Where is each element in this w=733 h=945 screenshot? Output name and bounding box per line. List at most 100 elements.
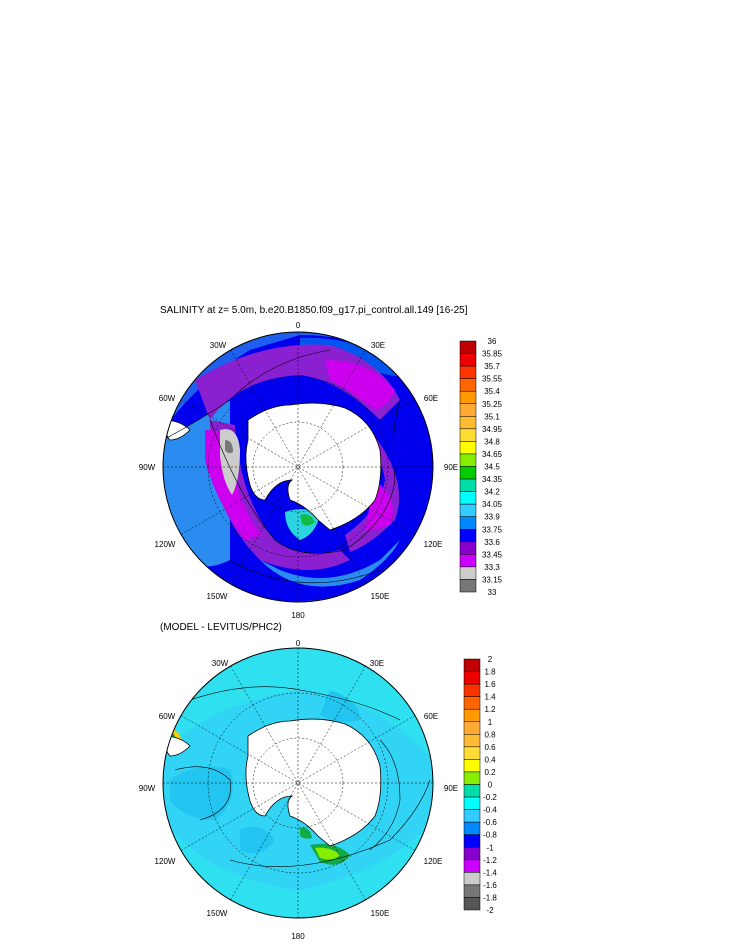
colorbar-label: -0.4 xyxy=(483,806,497,815)
colorbar-swatch xyxy=(463,759,481,773)
colorbar-label: 0.8 xyxy=(484,730,496,739)
difference-field xyxy=(163,648,433,918)
colorbar-label: 34.2 xyxy=(484,488,500,497)
colorbar-swatch xyxy=(463,821,481,835)
colorbar-label: -1.4 xyxy=(483,868,497,877)
salinity-colorbar: 36 35.85 35.7 35.55 35.4 35.25 35.1 34.95 34.8 34… xyxy=(459,337,503,597)
colorbar-label: -0.2 xyxy=(483,793,497,802)
colorbar-label: 33.6 xyxy=(484,538,500,547)
lon-label-150e: 150E xyxy=(371,592,390,601)
colorbar-swatch xyxy=(459,416,477,430)
colorbar-label: 1.4 xyxy=(484,693,496,702)
colorbar-swatch xyxy=(463,721,481,735)
lon-label-60w: 60W xyxy=(159,394,176,403)
colorbar-swatch xyxy=(459,390,477,405)
lon-label-30e: 30E xyxy=(371,341,385,350)
lon-label-60w: 60W xyxy=(159,712,176,721)
colorbar-swatch xyxy=(459,579,477,593)
colorbar-label: 1.2 xyxy=(484,705,496,714)
colorbar-swatch xyxy=(459,541,477,555)
lon-label-0: 0 xyxy=(296,639,301,648)
lon-label-120e: 120E xyxy=(424,540,443,549)
lon-label-30w: 30W xyxy=(212,659,229,668)
lon-label-60e: 60E xyxy=(424,712,438,721)
lon-label-150w: 150W xyxy=(207,909,228,918)
lon-label-90w: 90W xyxy=(139,784,156,793)
colorbar-swatch xyxy=(463,771,481,785)
lon-label-30w: 30W xyxy=(210,341,227,350)
salinity-lon-labels: 0 30W 30E 60W 60E 90W 90E 120W 120E 150W… xyxy=(139,321,458,620)
colorbar-label: 35.55 xyxy=(482,375,503,384)
lon-label-180: 180 xyxy=(291,611,305,620)
lon-label-150w: 150W xyxy=(207,592,228,601)
colorbar-swatch xyxy=(463,671,481,685)
colorbar-swatch xyxy=(459,403,477,417)
lon-label-0: 0 xyxy=(296,321,301,330)
colorbar-swatch xyxy=(459,566,477,580)
colorbar-label: 35.85 xyxy=(482,350,503,359)
colorbar-swatch xyxy=(463,708,481,723)
map-title-salinity: SALINITY at z= 5.0m, b.e20.B1850.f09_g17… xyxy=(160,305,468,316)
colorbar-label: 0.2 xyxy=(484,768,496,777)
colorbar-swatch xyxy=(463,696,481,710)
colorbar-label: 34.05 xyxy=(482,500,503,509)
colorbar-swatch xyxy=(463,872,481,886)
difference-map-border xyxy=(162,647,434,919)
colorbar-swatch xyxy=(459,378,477,392)
lon-label-60e: 60E xyxy=(424,394,438,403)
colorbar-swatch xyxy=(459,529,477,543)
colorbar-label: -1.2 xyxy=(483,856,497,865)
colorbar-swatch xyxy=(463,796,481,810)
colorbar-label: -0.8 xyxy=(483,831,497,840)
colorbar-label: 0.6 xyxy=(484,743,496,752)
lon-label-30e: 30E xyxy=(370,659,384,668)
colorbar-label: 33.45 xyxy=(482,550,503,559)
colorbar-swatch xyxy=(459,441,477,455)
difference-lon-labels: 0 30W 30E 60W 60E 90W 90E 120W 120E 150W… xyxy=(139,639,458,941)
colorbar-label: -2 xyxy=(486,906,494,915)
colorbar-label: 34.95 xyxy=(482,425,503,434)
colorbar-swatch xyxy=(463,658,481,672)
colorbar-label: 0.4 xyxy=(484,755,496,764)
colorbar-label: 34.5 xyxy=(484,463,500,472)
colorbar-swatch xyxy=(463,859,481,873)
colorbar-label: 1.6 xyxy=(484,680,496,689)
colorbar-label: 33.9 xyxy=(484,513,500,522)
lon-label-120e: 120E xyxy=(424,857,443,866)
colorbar-label: 1.8 xyxy=(484,668,496,677)
colorbar-label: 2 xyxy=(488,655,493,664)
map-title-difference: (MODEL - LEVITUS/PHC2) xyxy=(160,622,282,633)
colorbar-label: -1.6 xyxy=(483,881,497,890)
colorbar-swatch xyxy=(459,365,477,379)
colorbar-swatch xyxy=(459,353,477,367)
colorbar-swatch xyxy=(463,834,481,848)
colorbar-label: 35.4 xyxy=(484,387,500,396)
colorbar-swatch xyxy=(463,746,481,760)
colorbar-swatch xyxy=(459,503,477,517)
colorbar-swatch xyxy=(463,734,481,748)
colorbar-swatch xyxy=(463,683,481,697)
lon-label-90e: 90E xyxy=(444,784,458,793)
lon-label-180: 180 xyxy=(291,932,305,941)
colorbar-label: 34.65 xyxy=(482,450,503,459)
colorbar-label: 33.75 xyxy=(482,525,503,534)
colorbar-label: 35.7 xyxy=(484,362,500,371)
colorbar-swatch xyxy=(463,847,481,861)
colorbar-swatch xyxy=(459,554,477,568)
difference-colorbar: 2 1.8 1.6 1.4 1.2 1 0.8 0.6 0.4 0.2 0 -0.2 -0.4 -0.6 -… xyxy=(463,655,497,915)
colorbar-swatch xyxy=(459,478,477,492)
colorbar-swatch xyxy=(459,466,477,480)
colorbar-label: 34.35 xyxy=(482,475,503,484)
colorbar-label: 35.1 xyxy=(484,412,500,421)
lon-label-150e: 150E xyxy=(371,909,390,918)
colorbar-swatch xyxy=(459,340,477,354)
colorbar-label: -1 xyxy=(486,843,494,852)
colorbar-label: 1 xyxy=(488,718,493,727)
colorbar-label: 35.25 xyxy=(482,400,503,409)
colorbar-swatch xyxy=(463,784,481,798)
colorbar-swatch xyxy=(459,453,477,467)
lon-label-120w: 120W xyxy=(155,857,176,866)
lon-label-90e: 90E xyxy=(444,463,458,472)
salinity-map-border xyxy=(162,331,434,603)
